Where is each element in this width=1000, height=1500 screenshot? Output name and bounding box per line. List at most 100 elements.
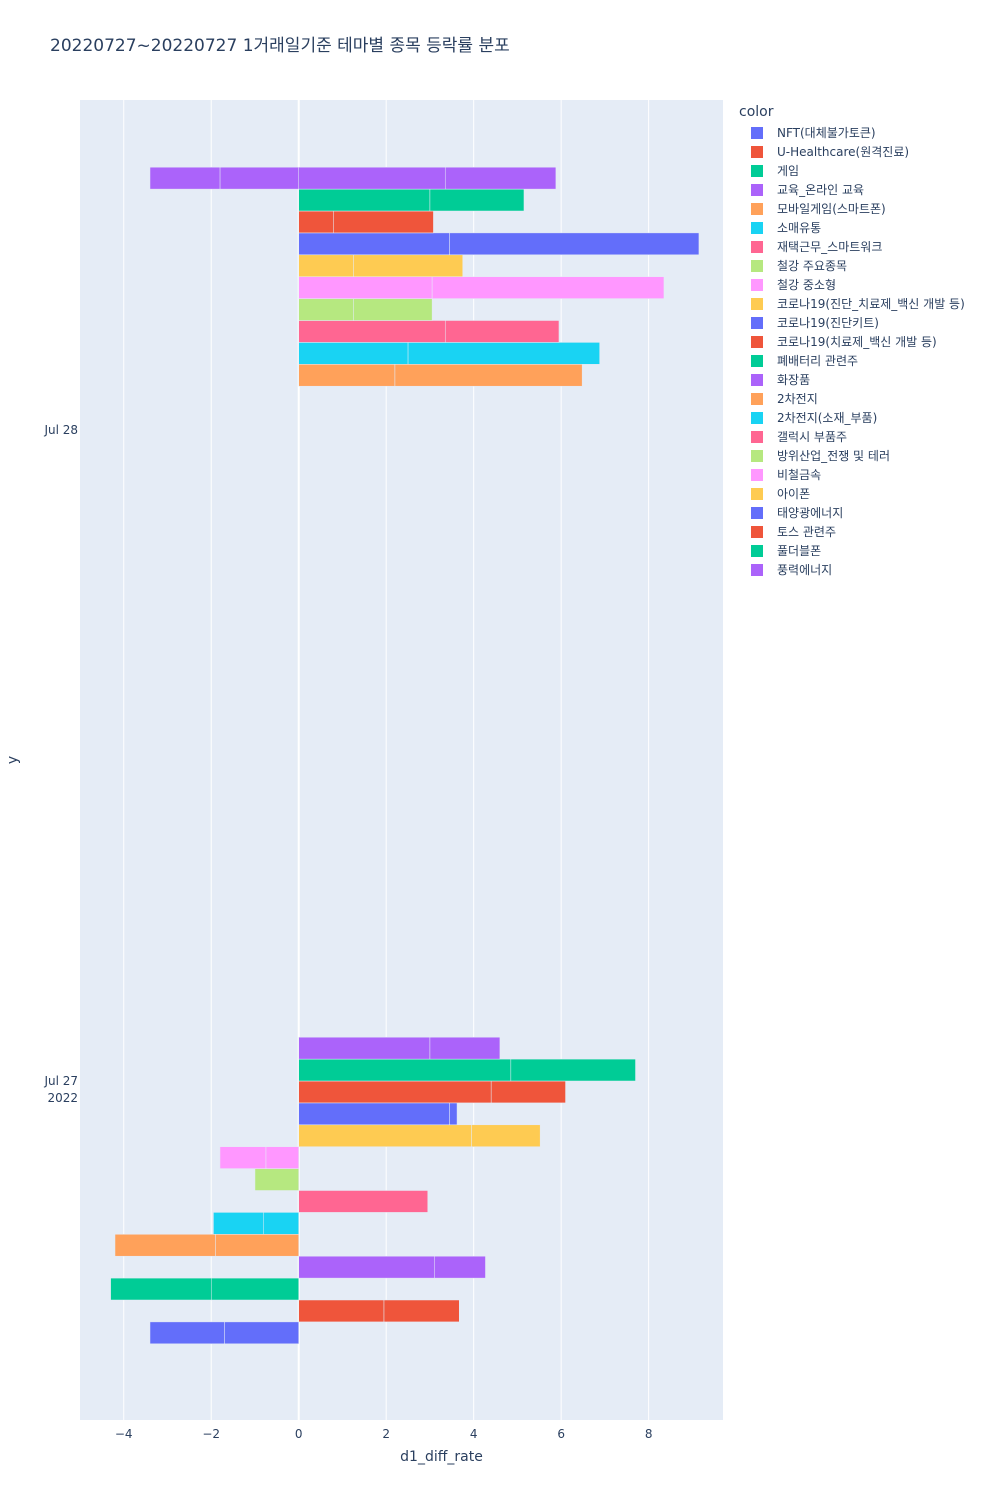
bar[interactable] [254,1168,299,1191]
bar[interactable] [298,342,409,365]
legend-swatch [751,544,763,557]
x-axis-title: d1_diff_rate [400,1449,483,1465]
legend-label: 방위산업_전쟁 및 테러 [777,449,890,463]
legend-swatch [751,373,763,386]
bar[interactable] [471,1124,541,1147]
bar[interactable] [298,1080,492,1104]
bar[interactable] [333,210,434,234]
bar[interactable] [298,298,354,321]
legend-item[interactable]: 교육_온라인 교육 [739,180,965,199]
y-axis-title: y [5,756,21,764]
legend-item[interactable]: 게임 [739,161,965,180]
legend-item[interactable]: U-Healthcare(원격진료) [739,142,965,161]
bar[interactable] [298,1190,428,1213]
legend-item[interactable]: 토스 관련주 [739,522,965,541]
bar[interactable] [434,1255,486,1279]
bar[interactable] [298,1124,472,1147]
legend-item[interactable]: 소매유통 [739,218,965,237]
x-tick-label: 0 [295,1427,303,1441]
bar[interactable] [429,188,525,212]
bar[interactable] [114,1234,216,1257]
bar[interactable] [149,1321,225,1345]
bar[interactable] [219,1146,267,1169]
legend-item[interactable]: 풀더블폰 [739,541,965,560]
legend-label: 철강 주요종목 [777,259,848,273]
legend-item[interactable]: 모바일게임(스마트폰) [739,199,965,218]
legend-label: 비철금속 [777,468,822,482]
bar[interactable] [490,1080,566,1104]
bar[interactable] [298,1299,385,1323]
bar[interactable] [298,166,446,190]
bar[interactable] [265,1146,299,1169]
legend-label: 태양광에너지 [777,506,844,520]
bar[interactable] [449,232,700,256]
bar[interactable] [219,166,299,190]
legend-item[interactable]: NFT(대체불가토큰) [739,123,965,142]
legend-item[interactable]: 아이폰 [739,484,965,503]
bar[interactable] [213,1212,264,1235]
legend-label: 풍력에너지 [777,563,833,577]
legend-item[interactable]: 코로나19(진단_치료제_백신 개발 등) [739,294,965,313]
bar[interactable] [298,1255,435,1279]
legend-label: 소매유통 [777,221,822,235]
bar[interactable] [298,276,433,299]
bar[interactable] [444,320,560,343]
legend-label: 게임 [777,164,800,178]
legend-label: 폐배터리 관련주 [777,354,859,368]
x-tick-label: 8 [645,1427,653,1441]
bar[interactable] [510,1058,636,1082]
legend-item[interactable]: 폐배터리 관련주 [739,351,965,370]
bar-layer [110,166,700,1345]
bar[interactable] [394,364,583,387]
legend-swatch [751,164,763,177]
legend-item[interactable]: 코로나19(진단키트) [739,313,965,332]
legend-item[interactable]: 2차전지 [739,389,965,408]
bar[interactable] [298,1102,450,1126]
bar[interactable] [353,298,433,321]
legend-item[interactable]: 갤럭시 부품주 [739,427,965,446]
y-tick-label: Jul 28 [43,423,78,437]
bar[interactable] [298,254,354,277]
legend-swatch [751,411,763,424]
bar[interactable] [449,1102,458,1126]
bar[interactable] [383,1299,460,1323]
legend-label: U-Healthcare(원격진료) [777,145,910,159]
legend-item[interactable]: 철강 중소형 [739,275,965,294]
bar[interactable] [210,1277,299,1301]
bar[interactable] [429,1036,501,1060]
bar[interactable] [298,188,431,212]
bar[interactable] [298,320,446,343]
bar[interactable] [298,232,450,256]
legend-item[interactable]: 풍력에너지 [739,560,965,579]
bar[interactable] [215,1234,299,1257]
legend-item[interactable]: 코로나19(치료제_백신 개발 등) [739,332,965,351]
legend-swatch [751,506,763,519]
legend-label: 철강 중소형 [777,278,837,292]
bar[interactable] [353,254,463,277]
chart-title: 20220727~20220727 1거래일기준 테마별 종목 등락률 분포 [50,36,510,56]
legend-swatch [751,430,763,443]
bar[interactable] [149,166,221,190]
legend-item[interactable]: 태양광에너지 [739,503,965,522]
bar[interactable] [298,210,334,234]
legend-item[interactable]: 화장품 [739,370,965,389]
bar[interactable] [444,166,557,190]
legend-swatch [751,487,763,500]
bar[interactable] [224,1321,299,1345]
bar[interactable] [298,1058,512,1082]
x-tick-label: −4 [115,1427,133,1441]
legend-swatch [751,240,763,253]
legend-item[interactable]: 방위산업_전쟁 및 테러 [739,446,965,465]
bar[interactable] [431,276,665,299]
bar[interactable] [407,342,600,365]
legend-item[interactable]: 2차전지(소재_부품) [739,408,965,427]
bar[interactable] [110,1277,212,1301]
legend: color NFT(대체불가토큰) U-Healthcare(원격진료) 게임 교육_… [739,104,965,579]
bar[interactable] [263,1212,299,1235]
legend-item[interactable]: 철강 주요종목 [739,256,965,275]
legend-item[interactable]: 비철금속 [739,465,965,484]
legend-item[interactable]: 재택근무_스마트워크 [739,237,965,256]
bar[interactable] [298,1036,431,1060]
bar[interactable] [298,364,396,387]
